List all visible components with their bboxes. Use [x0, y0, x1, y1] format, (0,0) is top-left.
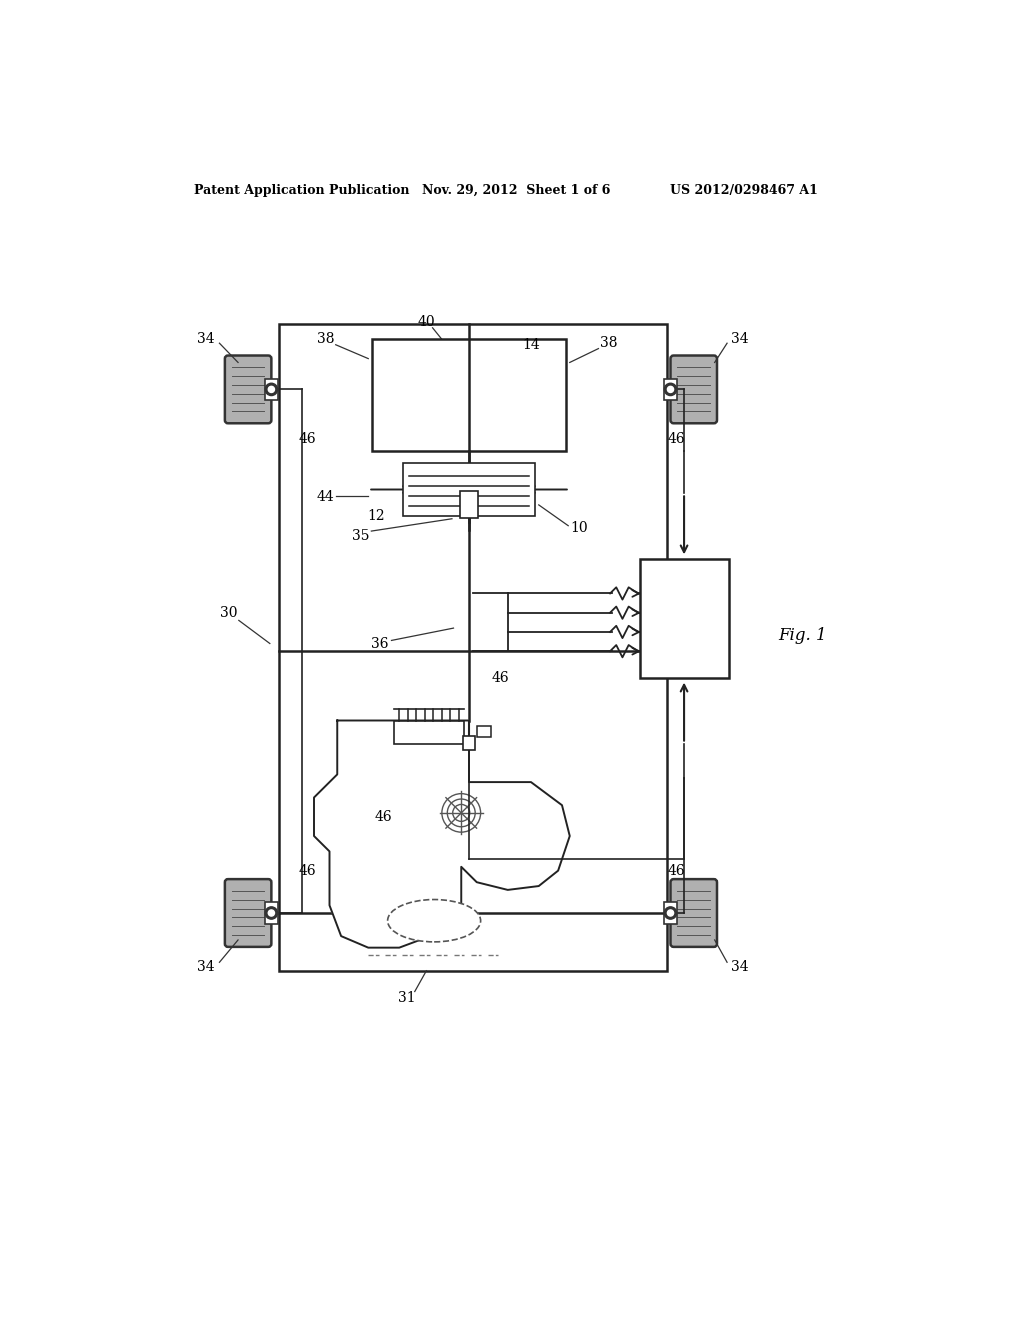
Text: 46: 46 — [299, 863, 316, 878]
Text: US 2012/0298467 A1: US 2012/0298467 A1 — [671, 185, 818, 197]
Text: 34: 34 — [197, 960, 214, 974]
Circle shape — [268, 387, 274, 392]
Circle shape — [265, 383, 278, 396]
Bar — [665, 903, 677, 924]
Text: 46: 46 — [375, 809, 392, 824]
Bar — [403, 462, 535, 516]
Bar — [394, 721, 464, 743]
Text: Fig. 1: Fig. 1 — [778, 627, 826, 644]
Text: 40: 40 — [418, 314, 435, 329]
FancyBboxPatch shape — [225, 355, 271, 424]
Text: 30: 30 — [220, 606, 238, 619]
Bar — [280, 323, 667, 970]
Text: 31: 31 — [398, 991, 416, 1005]
Text: 35: 35 — [352, 529, 370, 543]
Circle shape — [668, 909, 674, 916]
Ellipse shape — [388, 899, 480, 942]
Circle shape — [665, 383, 677, 396]
Text: 10: 10 — [570, 521, 588, 535]
Bar — [265, 379, 278, 400]
Bar — [265, 903, 278, 924]
Text: 34: 34 — [731, 333, 750, 346]
Text: 46: 46 — [668, 863, 685, 878]
Text: 14: 14 — [522, 338, 540, 351]
Bar — [372, 339, 566, 451]
Text: Patent Application Publication: Patent Application Publication — [194, 185, 410, 197]
Bar — [665, 379, 677, 400]
Bar — [463, 737, 475, 750]
Circle shape — [268, 909, 274, 916]
FancyBboxPatch shape — [671, 879, 717, 946]
Circle shape — [265, 907, 278, 919]
Text: 46: 46 — [668, 433, 685, 446]
FancyBboxPatch shape — [225, 879, 271, 946]
Text: 34: 34 — [197, 333, 214, 346]
Text: 12: 12 — [368, 510, 385, 524]
Text: Nov. 29, 2012  Sheet 1 of 6: Nov. 29, 2012 Sheet 1 of 6 — [423, 185, 611, 197]
Bar — [477, 726, 490, 738]
FancyBboxPatch shape — [671, 355, 717, 424]
Text: 46: 46 — [299, 433, 316, 446]
Circle shape — [665, 907, 677, 919]
Circle shape — [668, 387, 674, 392]
Text: 44: 44 — [316, 490, 335, 504]
Polygon shape — [314, 721, 569, 948]
Bar — [461, 491, 477, 519]
Text: 42: 42 — [674, 610, 694, 627]
Text: 38: 38 — [600, 337, 617, 350]
Bar — [640, 558, 729, 678]
Text: 36: 36 — [371, 636, 389, 651]
Text: 34: 34 — [731, 960, 750, 974]
Text: 46: 46 — [492, 671, 509, 685]
Text: 38: 38 — [316, 333, 335, 346]
